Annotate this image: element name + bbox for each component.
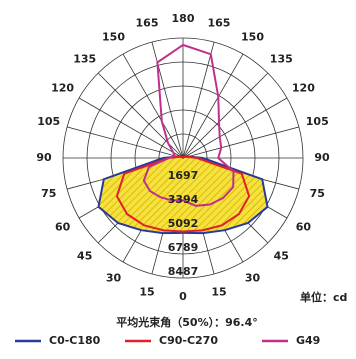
grid-spoke — [182, 126, 300, 159]
legend-label: C0-C180 — [49, 334, 101, 347]
series-line — [115, 155, 251, 233]
grid-spoke — [122, 53, 184, 159]
angle-tick-label: 105 — [37, 115, 60, 128]
angle-tick-label: 180 — [172, 12, 195, 25]
unit-label: 单位：cd — [300, 290, 347, 304]
angle-tick-label: 150 — [241, 31, 264, 44]
angle-tick-label: 15 — [139, 285, 154, 298]
grid-spoke — [66, 126, 184, 159]
radial-tick-label: 1697 — [168, 169, 199, 182]
series-area — [98, 156, 268, 234]
angle-tick-label: 90 — [36, 151, 52, 164]
angle-tick-label: 30 — [245, 271, 261, 284]
grid-spoke — [182, 97, 288, 159]
label-layer: 1697339450926789848716515013512010590756… — [36, 12, 330, 303]
grid-spoke — [182, 72, 269, 159]
angle-tick-label: 150 — [102, 31, 125, 44]
radial-tick-label: 6789 — [168, 241, 199, 254]
angle-tick-label: 165 — [136, 17, 159, 30]
angle-tick-label: 135 — [270, 53, 293, 66]
radial-tick-label: 8487 — [168, 265, 199, 278]
angle-tick-label: 15 — [211, 285, 226, 298]
angle-tick-label: 135 — [73, 53, 96, 66]
angle-tick-label: 120 — [292, 82, 315, 95]
angle-tick-label: 75 — [41, 187, 56, 200]
angle-tick-label: 45 — [274, 249, 289, 262]
angle-tick-label: 30 — [106, 271, 122, 284]
angle-tick-label: 0 — [179, 290, 187, 303]
angle-tick-label: 105 — [306, 115, 329, 128]
angle-tick-label: 120 — [51, 82, 74, 95]
angle-tick-label: 75 — [310, 187, 325, 200]
angle-tick-label: 60 — [296, 221, 312, 234]
grid-spoke — [78, 97, 184, 159]
series-line — [142, 43, 235, 207]
angle-tick-label: 45 — [77, 249, 92, 262]
legend-label: C90-C270 — [159, 334, 218, 347]
angle-tick-label: 60 — [55, 221, 71, 234]
angle-tick-label: 165 — [207, 17, 230, 30]
radial-tick-label: 3394 — [168, 193, 199, 206]
chart-title: 平均光束角（50%）：96.4° — [116, 315, 257, 329]
radial-tick-label: 5092 — [168, 217, 199, 230]
data-layer — [97, 43, 269, 235]
grid-spoke — [182, 41, 215, 159]
legend-label: G49 — [296, 334, 320, 347]
grid-spoke — [182, 53, 244, 159]
angle-tick-label: 90 — [314, 151, 330, 164]
